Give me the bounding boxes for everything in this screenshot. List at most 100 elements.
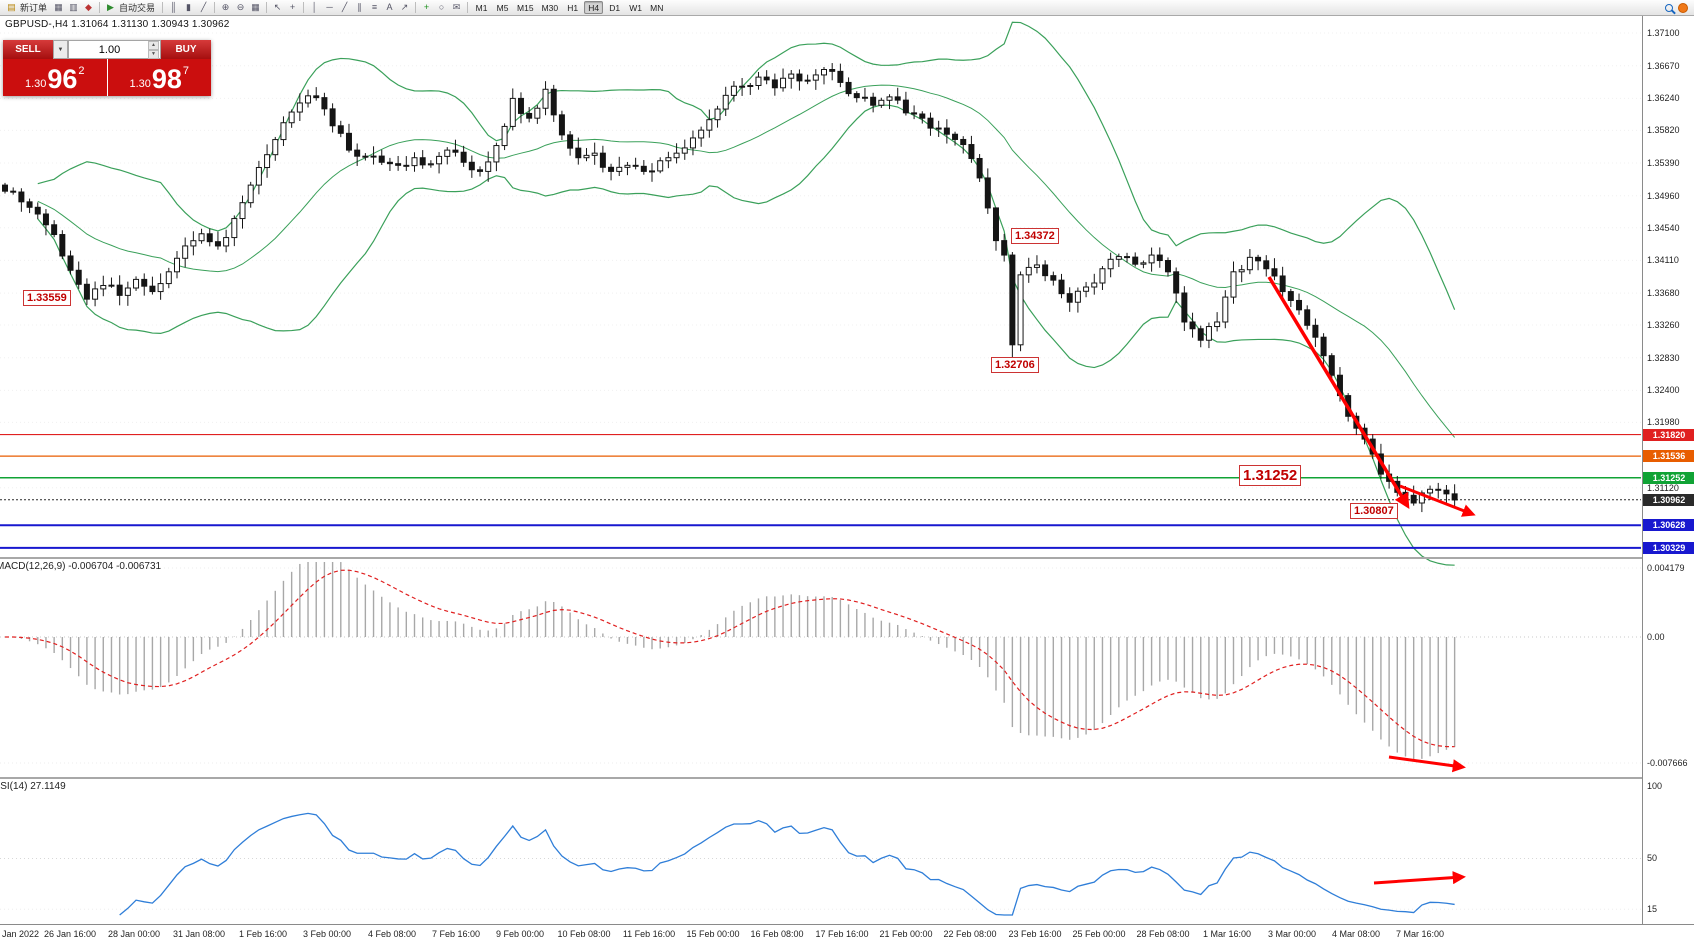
text-icon[interactable]: A bbox=[386, 2, 393, 12]
time-axis-label: 4 Feb 08:00 bbox=[367, 929, 417, 939]
new-order-icon[interactable]: ▤ bbox=[7, 2, 16, 12]
price-axis-tick: 1.35390 bbox=[1647, 158, 1680, 168]
trendline-icon[interactable]: ╱ bbox=[341, 2, 348, 12]
price-label-annotation[interactable]: 1.31252 bbox=[1239, 465, 1302, 486]
time-axis-label: 7 Mar 16:00 bbox=[1395, 929, 1445, 939]
buy-price-big: 98 bbox=[151, 64, 182, 94]
sell-price-pip: 2 bbox=[78, 65, 85, 77]
toolbar: ▤ 新订单 ▦ ▥ ◆ ▶ 自动交易 ║ ▮ ╱ ⊕ ⊖ ▦ ↖ + │ ─ ╱ ∥ ≡ A ↗ + ○ ✉ M1 M5 M15 M3… bbox=[0, 0, 1694, 16]
time-axis-label: 3 Feb 00:00 bbox=[302, 929, 352, 939]
price-marker-label: 1.30329 bbox=[1643, 542, 1694, 554]
time-axis-label: 16 Feb 08:00 bbox=[750, 929, 804, 939]
channel-icon[interactable]: ∥ bbox=[357, 2, 362, 12]
toolbar-separator bbox=[214, 2, 216, 13]
arrows-icon[interactable]: ↗ bbox=[400, 2, 409, 12]
timeframe-button-mn[interactable]: MN bbox=[650, 2, 664, 13]
time-axis-label: 23 Feb 16:00 bbox=[1008, 929, 1062, 939]
price-axis-tick: 1.32400 bbox=[1647, 385, 1680, 395]
price-axis-tick: 1.32830 bbox=[1647, 353, 1680, 363]
buy-button[interactable]: BUY bbox=[161, 40, 211, 59]
price-axis-tick: 1.36240 bbox=[1647, 93, 1680, 103]
cursor-icon[interactable]: ↖ bbox=[273, 2, 282, 12]
time-axis-label: 4 Mar 08:00 bbox=[1331, 929, 1381, 939]
timeframe-button-d1[interactable]: D1 bbox=[609, 2, 621, 13]
time-axis-label: 17 Feb 16:00 bbox=[815, 929, 869, 939]
buy-price[interactable]: 1.30 98 7 bbox=[107, 59, 211, 96]
search-icon[interactable] bbox=[1665, 3, 1673, 12]
toolbar-separator bbox=[467, 2, 469, 13]
time-axis-label: 10 Feb 08:00 bbox=[557, 929, 611, 939]
auto-trading-icon[interactable]: ▶ bbox=[107, 2, 114, 12]
toolbar-separator bbox=[415, 2, 417, 13]
time-axis-label: 9 Feb 00:00 bbox=[495, 929, 545, 939]
one-click-trading-panel: SELL ▼ ▲ ▼ BUY 1.30 96 2 1.30 98 7 bbox=[3, 40, 211, 96]
price-marker-label: 1.31820 bbox=[1643, 429, 1694, 441]
price-label-annotation[interactable]: 1.30807 bbox=[1350, 503, 1398, 519]
macd-axis-top: 0.004179 bbox=[1647, 563, 1685, 573]
time-axis-label: 1 Feb 16:00 bbox=[238, 929, 288, 939]
price-axis-tick: 1.34540 bbox=[1647, 223, 1680, 233]
horizontal-line-icon[interactable]: ─ bbox=[326, 2, 333, 12]
sell-price[interactable]: 1.30 96 2 bbox=[3, 59, 108, 96]
time-axis-label: 31 Jan 08:00 bbox=[172, 929, 226, 939]
time-axis[interactable]: Jan 2022 26 Jan 16:00 28 Jan 00:00 31 Jan 0… bbox=[0, 924, 1694, 944]
alerts-icon[interactable]: ◆ bbox=[85, 2, 92, 12]
price-axis[interactable]: 0.004179 0.00 -0.007666 100 50 15 1.3710… bbox=[1642, 16, 1694, 944]
volume-up-button[interactable]: ▲ bbox=[148, 40, 159, 50]
price-label-annotation[interactable]: 1.34372 bbox=[1011, 228, 1059, 244]
toolbar-separator bbox=[99, 2, 101, 13]
toolbar-separator bbox=[303, 2, 305, 13]
bar-chart-icon[interactable]: ║ bbox=[170, 2, 177, 12]
price-marker-label: 1.30962 bbox=[1643, 494, 1694, 506]
time-axis-label: Jan 2022 bbox=[2, 929, 40, 939]
panel-splitter-rsi[interactable] bbox=[0, 777, 1694, 779]
toolbar-separator bbox=[266, 2, 268, 13]
zoom-in-icon[interactable]: ⊕ bbox=[221, 2, 230, 12]
chevron-down-icon: ▼ bbox=[57, 46, 64, 53]
timeframe-button-w1[interactable]: W1 bbox=[629, 2, 642, 13]
vertical-line-icon[interactable]: │ bbox=[311, 2, 318, 12]
candlestick-icon[interactable]: ▮ bbox=[186, 2, 191, 12]
order-type-dropdown[interactable]: ▼ bbox=[53, 40, 68, 59]
clock-icon[interactable]: ○ bbox=[438, 2, 445, 12]
price-marker-label: 1.31252 bbox=[1643, 472, 1694, 484]
time-axis-label: 22 Feb 08:00 bbox=[943, 929, 997, 939]
price-label-annotation[interactable]: 1.33559 bbox=[23, 290, 71, 306]
timeframe-button-m30[interactable]: M30 bbox=[541, 2, 559, 13]
zoom-out-icon[interactable]: ⊖ bbox=[236, 2, 245, 12]
sell-button[interactable]: SELL bbox=[3, 40, 53, 59]
mail-icon[interactable]: ✉ bbox=[452, 2, 461, 12]
price-axis-tick: 1.35820 bbox=[1647, 125, 1680, 135]
volume-down-button[interactable]: ▼ bbox=[148, 49, 159, 59]
time-axis-label: 11 Feb 16:00 bbox=[622, 929, 676, 939]
price-axis-tick: 1.34960 bbox=[1647, 191, 1680, 201]
panel-splitter-macd[interactable] bbox=[0, 557, 1694, 559]
time-axis-label: 21 Feb 00:00 bbox=[879, 929, 933, 939]
line-chart-icon[interactable]: ╱ bbox=[200, 2, 207, 12]
price-label-annotation[interactable]: 1.32706 bbox=[991, 357, 1039, 373]
crosshair-icon[interactable]: + bbox=[289, 2, 296, 12]
toolbar-right-group bbox=[1665, 2, 1690, 13]
timeframe-button-m15[interactable]: M15 bbox=[517, 2, 534, 13]
timeframe-button-h4[interactable]: H4 bbox=[584, 1, 604, 14]
price-axis-tick: 1.33260 bbox=[1647, 320, 1680, 330]
timeframe-button-m5[interactable]: M5 bbox=[496, 2, 509, 13]
price-axis-tick: 1.31980 bbox=[1647, 417, 1680, 427]
price-marker-label: 1.30628 bbox=[1643, 519, 1694, 531]
profiles-icon[interactable]: ▥ bbox=[69, 2, 78, 12]
fibonacci-icon[interactable]: ≡ bbox=[371, 2, 378, 12]
timeframe-button-h1[interactable]: H1 bbox=[567, 2, 579, 13]
volume-input[interactable] bbox=[69, 43, 160, 56]
auto-trading-label: 自动交易 bbox=[119, 3, 156, 13]
community-icon[interactable] bbox=[1678, 2, 1688, 13]
price-axis-tick: 1.33680 bbox=[1647, 288, 1680, 298]
time-axis-label: 25 Feb 00:00 bbox=[1072, 929, 1126, 939]
sell-price-big: 96 bbox=[47, 64, 78, 94]
tile-windows-icon[interactable]: ▦ bbox=[251, 2, 260, 12]
charts-icon[interactable]: ▦ bbox=[54, 2, 63, 12]
rsi-axis-bottom: 15 bbox=[1647, 904, 1658, 914]
indicators-add-icon[interactable]: + bbox=[423, 2, 430, 12]
timeframe-button-m1[interactable]: M1 bbox=[475, 2, 488, 13]
timeframe-toolbar: M1 M5 M15 M30 H1 H4 D1 W1 MN bbox=[471, 1, 667, 14]
